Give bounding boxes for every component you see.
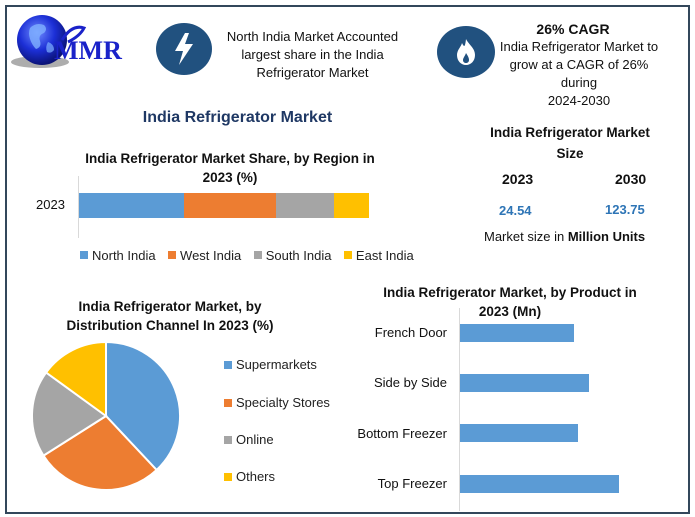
market-size-year-2030: 2030 xyxy=(615,171,647,187)
swoosh-icon xyxy=(60,25,87,44)
callout-line: India Refrigerator Market to xyxy=(499,39,659,54)
legend-label: Online xyxy=(236,432,274,447)
pie-legend-specialty-stores: Specialty Stores xyxy=(224,395,330,410)
pie-slice-others xyxy=(44,340,107,418)
callout-line: 2024-2030 xyxy=(547,93,611,108)
market-size-year-2023: 2023 xyxy=(502,171,534,187)
market-size-value-2030: 123.75 xyxy=(605,202,645,217)
product-chart-title: India Refrigerator Market, by Product in… xyxy=(370,283,650,321)
chart-title-line: 2023 (Mn) xyxy=(478,304,542,319)
market-size-panel: India Refrigerator Market Size xyxy=(470,122,670,164)
product-chart-axis xyxy=(459,308,460,511)
globe-icon xyxy=(11,15,69,68)
market-size-title: Size xyxy=(556,146,584,161)
legend-item-east-india: East India xyxy=(343,247,414,263)
chart-title-line: India Refrigerator Market, by xyxy=(78,299,262,314)
market-size-note: Market size in Million Units xyxy=(484,229,645,244)
north-india-callout: North India Market Accounted largest sha… xyxy=(215,28,410,82)
product-bar-top-freezer xyxy=(460,475,619,493)
pie-legend-others: Others xyxy=(224,469,275,484)
region-legend: North India West India South India East … xyxy=(80,246,422,264)
lightning-icon xyxy=(175,33,193,65)
callout-line: Refrigerator Market xyxy=(256,65,369,80)
bar-segment-east-india xyxy=(334,193,369,218)
product-bar-side-by-side xyxy=(460,374,589,392)
bar-segment-south-india xyxy=(276,193,334,218)
legend-swatch xyxy=(80,251,88,259)
chart-title-line: 2023 (%) xyxy=(202,170,258,185)
bar-segment-west-india xyxy=(184,193,276,218)
legend-label: North India xyxy=(92,247,156,263)
cagr-callout: 26% CAGR India Refrigerator Market to gr… xyxy=(494,20,664,110)
region-chart-title: India Refrigerator Market Share, by Regi… xyxy=(60,149,400,187)
product-label-bottom-freezer: Bottom Freezer xyxy=(357,426,447,441)
chart-title-line: Distribution Channel In 2023 (%) xyxy=(66,318,274,333)
pie-slice-specialty-stores xyxy=(42,414,159,491)
legend-swatch xyxy=(253,251,262,259)
pie-slice-supermarkets xyxy=(105,340,181,472)
region-category-label: 2023 xyxy=(36,197,65,212)
pie-legend-supermarkets: Supermarkets xyxy=(224,357,317,372)
legend-swatch xyxy=(224,360,232,369)
region-stacked-bar xyxy=(79,193,369,218)
legend-label: East India xyxy=(355,247,414,263)
product-bar-french-door xyxy=(460,324,574,342)
pie-legend-online: Online xyxy=(224,432,274,447)
legend-item-south-india: South India xyxy=(253,247,332,263)
distribution-chart-title: India Refrigerator Market, by Distributi… xyxy=(50,297,290,335)
legend-label: Others xyxy=(236,469,276,484)
distribution-pie-chart xyxy=(30,340,181,491)
market-size-note-prefix: Market size in xyxy=(484,229,568,244)
legend-item-west-india: West India xyxy=(168,248,241,263)
chart-title-line: India Refrigerator Market Share, by Regi… xyxy=(85,151,375,166)
legend-swatch xyxy=(224,435,232,444)
logo-text: MMR xyxy=(54,36,122,65)
legend-label: West India xyxy=(180,247,242,263)
product-label-top-freezer: Top Freezer xyxy=(377,476,447,491)
callout-line: grow at a CAGR of 26% during xyxy=(509,57,649,90)
legend-item-north-india: North India xyxy=(80,248,156,263)
product-bar-bottom-freezer xyxy=(460,424,578,442)
lightning-icon-badge xyxy=(156,23,212,75)
mmr-logo: MMR xyxy=(10,10,145,80)
product-label-french-door: French Door xyxy=(374,325,447,340)
legend-swatch xyxy=(224,472,232,481)
cagr-heading: 26% CAGR xyxy=(536,21,610,37)
market-size-unit: Million Units xyxy=(567,229,646,244)
market-size-title: India Refrigerator Market xyxy=(490,125,650,140)
legend-label: Supermarkets xyxy=(236,357,317,372)
chart-title-line: India Refrigerator Market, by Product in xyxy=(383,285,637,300)
legend-label: South India xyxy=(265,247,332,263)
main-title: India Refrigerator Market xyxy=(142,109,333,126)
legend-swatch xyxy=(168,251,177,259)
legend-label: Specialty Stores xyxy=(236,395,330,410)
bar-segment-north-india xyxy=(79,193,184,218)
flame-icon-badge xyxy=(437,26,495,78)
callout-line: largest share in the India xyxy=(241,47,384,62)
legend-swatch xyxy=(224,398,232,407)
pie-slice-online xyxy=(30,371,108,457)
flame-icon xyxy=(457,39,475,65)
legend-swatch xyxy=(343,251,352,259)
market-size-value-2023: 24.54 xyxy=(499,203,532,218)
region-chart-axis xyxy=(78,176,79,238)
product-label-side-by-side: Side by Side xyxy=(374,375,447,390)
callout-line: North India Market Accounted xyxy=(226,29,399,44)
